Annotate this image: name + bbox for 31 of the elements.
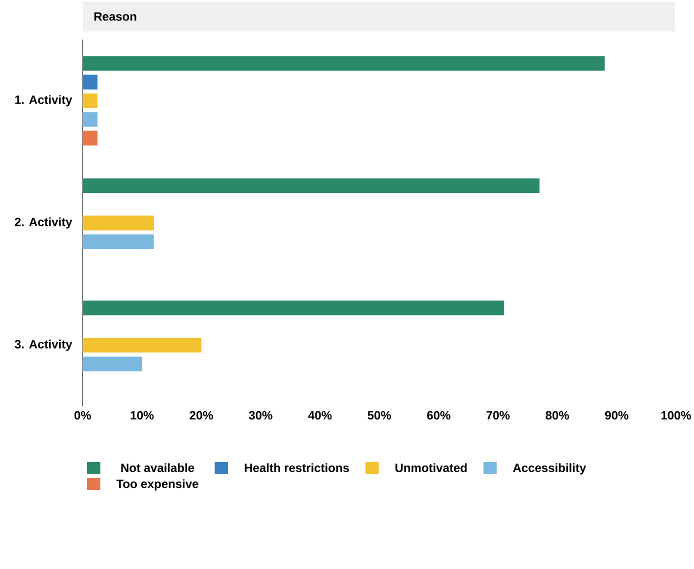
x-tick-label: 50% — [368, 411, 392, 420]
bar — [82, 130, 98, 146]
bar — [82, 300, 504, 316]
legend-label: Too expensive — [116, 479, 198, 490]
x-tick-label: 90% — [605, 411, 628, 420]
chart-title: Reason — [94, 12, 136, 21]
y-tick-label: 1. Activity — [15, 95, 72, 106]
bar — [82, 356, 142, 372]
legend-label: Accessibility — [513, 463, 586, 474]
x-tick-label: 100% — [661, 411, 692, 420]
y-tick-label: 2. Activity — [14, 217, 72, 229]
legend-label: Health restrictions — [244, 463, 349, 472]
bar — [82, 93, 98, 108]
bar — [82, 56, 605, 71]
legend-label: Unmotivated — [395, 463, 467, 472]
bar — [82, 338, 202, 353]
y-tick-label: 3. Activity — [14, 340, 72, 351]
x-tick-label: 30% — [248, 411, 272, 420]
bar — [82, 112, 98, 127]
bar — [82, 234, 154, 250]
bar — [82, 216, 154, 230]
bar — [82, 178, 540, 194]
x-tick-label: 40% — [308, 411, 332, 420]
x-tick-label: 70% — [486, 411, 510, 420]
x-tick-label: 10% — [130, 411, 154, 420]
x-tick-label: 0% — [74, 411, 92, 420]
x-tick-label: 60% — [427, 411, 450, 420]
x-tick-label: 20% — [190, 411, 214, 420]
legend-label: Not available — [121, 463, 194, 472]
x-tick-label: 80% — [546, 411, 570, 420]
bar — [82, 74, 98, 90]
